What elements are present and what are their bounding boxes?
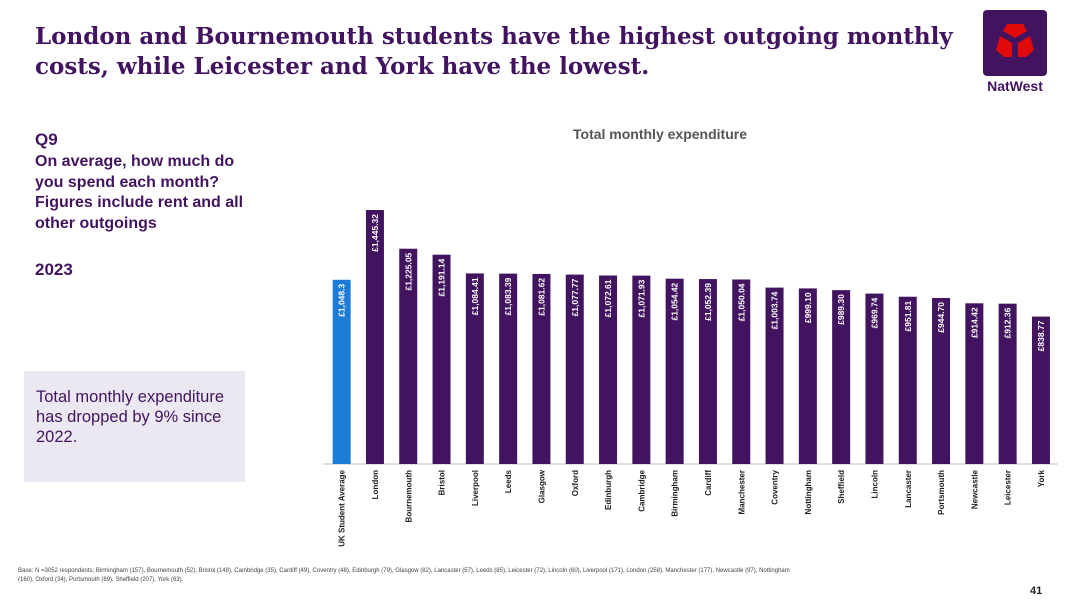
category-label: Edinburgh (604, 470, 613, 510)
category-label: Manchester (737, 470, 746, 514)
data-label: £1,081.62 (536, 278, 546, 316)
bar-london (365, 210, 384, 464)
bar-leicester (998, 303, 1017, 464)
bar-leeds (499, 273, 518, 464)
data-label: £951.81 (903, 300, 913, 331)
bar-glasgow (532, 273, 551, 464)
bar-cambridge (632, 275, 651, 464)
bar-cardiff (698, 279, 717, 464)
data-label: £1,191.14 (437, 258, 447, 296)
natwest-logo-icon (983, 10, 1047, 76)
category-label: York (1037, 469, 1046, 487)
question-text: On average, how much do you spend each m… (35, 153, 244, 232)
category-label: Coventry (771, 469, 780, 504)
bar-bristol (432, 254, 451, 464)
data-label: £999.10 (803, 292, 813, 323)
page-number: 41 (1030, 585, 1043, 597)
data-label: £1,052.39 (703, 283, 713, 321)
bar-newcastle (965, 303, 984, 464)
bar-manchester (732, 279, 751, 464)
bar-lincoln (865, 293, 884, 464)
data-label: £1,048.3 (337, 284, 347, 317)
bar-birmingham (665, 278, 684, 464)
data-label: £1,072.61 (603, 279, 613, 317)
bar-oxford (565, 274, 584, 464)
bar-portsmouth (932, 297, 951, 464)
base-footnote: Base: N =3052 respondents; Birmingham (1… (18, 568, 790, 583)
category-label: Liverpool (471, 470, 480, 506)
data-label: £989.30 (836, 294, 846, 325)
category-label: UK Student Average (338, 469, 347, 546)
category-label: Bournemouth (404, 470, 413, 523)
bar-coventry (765, 287, 784, 464)
bar-lancaster (898, 296, 917, 464)
data-label: £1,445.32 (370, 214, 380, 252)
bar-nottingham (798, 288, 817, 464)
category-label: Cardiff (704, 470, 713, 496)
bar-uk-student-average (332, 279, 351, 464)
category-label: Lancaster (904, 470, 913, 508)
data-label: £969.74 (869, 297, 879, 328)
data-label: £914.42 (969, 307, 979, 338)
question-year: 2023 (35, 260, 73, 279)
data-label: £912.36 (1003, 307, 1013, 338)
category-label: Birmingham (671, 470, 680, 517)
data-label: £944.70 (936, 302, 946, 333)
data-label: £838.77 (1036, 320, 1046, 351)
bar-sheffield (832, 290, 851, 464)
callout-text: Total monthly expenditure has dropped by… (36, 388, 225, 446)
bar-chart: £1,048.3 UK Student Average £1,445.32 Londo… (323, 210, 1058, 547)
bar-liverpool (465, 273, 484, 464)
logo-label: NatWest (987, 78, 1043, 94)
category-label: Oxford (571, 470, 580, 496)
data-label: £1,077.77 (570, 278, 580, 316)
bar-york (1031, 316, 1050, 464)
chart-title: Total monthly expenditure (573, 126, 747, 142)
page-title: London and Bournemouth students have the… (35, 23, 953, 80)
data-label: £1,054.42 (670, 282, 680, 320)
question-number: Q9 (35, 130, 58, 149)
category-label: Newcastle (970, 469, 979, 509)
bar-bournemouth (399, 248, 418, 464)
category-label: Portsmouth (937, 470, 946, 515)
data-label: £1,050.04 (736, 283, 746, 321)
data-label: £1,084.41 (470, 277, 480, 315)
insight-callout: Total monthly expenditure has dropped by… (24, 371, 245, 482)
data-label: £1,003.74 (770, 291, 780, 329)
category-label: Nottingham (804, 470, 813, 514)
category-label: Lincoln (870, 470, 879, 499)
category-label: Bristol (438, 470, 447, 495)
category-label: Sheffield (837, 470, 846, 504)
category-label: Cambridge (637, 469, 646, 511)
category-label: London (371, 470, 380, 499)
category-label: Leeds (504, 469, 513, 493)
data-label: £1,083.39 (503, 277, 513, 315)
category-label: Leicester (1004, 470, 1013, 505)
data-label: £1,225.05 (403, 252, 413, 290)
bar-edinburgh (599, 275, 618, 464)
category-label: Glasgow (537, 469, 546, 503)
data-label: £1,071.93 (636, 279, 646, 317)
